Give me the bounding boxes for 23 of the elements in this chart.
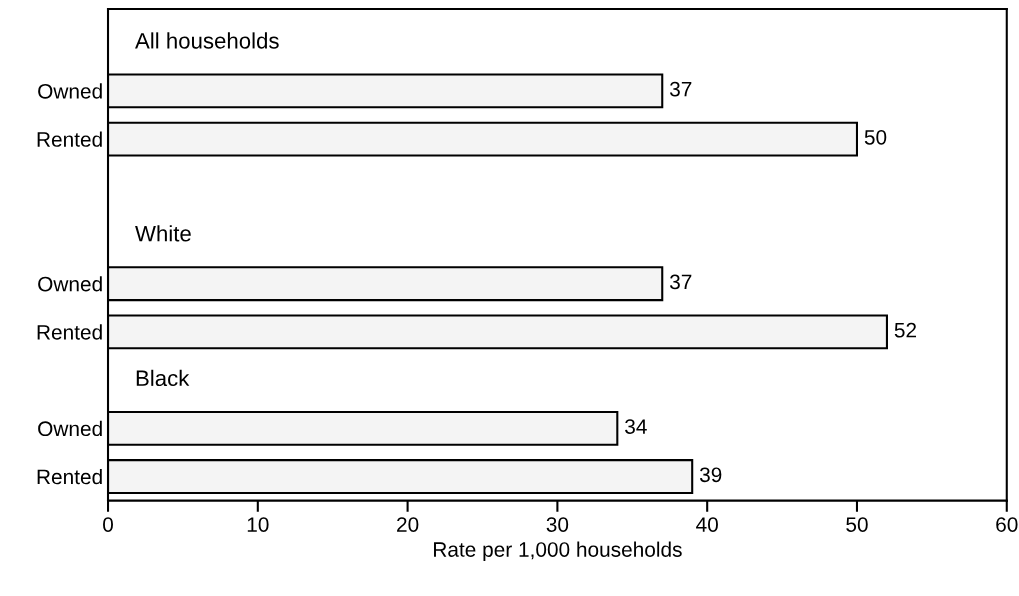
data-label: 37 — [669, 274, 692, 290]
x-axis-title: Rate per 1,000 households — [434, 541, 682, 562]
y-tick-label: Owned — [38, 420, 102, 437]
x-tick-label: 50 — [846, 517, 868, 532]
data-label: 34 — [625, 419, 647, 434]
y-tick-label: Rented — [37, 131, 102, 147]
y-tick-label: Black — [136, 369, 190, 387]
y-tick-label: Owned — [38, 83, 102, 99]
data-label: 39 — [699, 467, 722, 483]
x-tick-label: 30 — [546, 517, 569, 532]
y-tick-label: White — [135, 225, 191, 242]
x-tick-label: 0 — [103, 517, 113, 532]
x-tick-label: 20 — [397, 517, 419, 532]
data-label: 52 — [894, 322, 917, 338]
y-tick-label: Rented — [37, 324, 102, 340]
data-label: 50 — [864, 129, 887, 145]
y-tick-label: Owned — [38, 276, 102, 292]
x-tick-label: 10 — [247, 517, 269, 532]
y-tick-label: Rented — [37, 468, 102, 485]
x-tick-label: 60 — [996, 517, 1018, 532]
x-tick-label: 40 — [696, 517, 718, 532]
data-label: 37 — [669, 81, 692, 97]
y-tick-label: All households — [135, 32, 279, 49]
